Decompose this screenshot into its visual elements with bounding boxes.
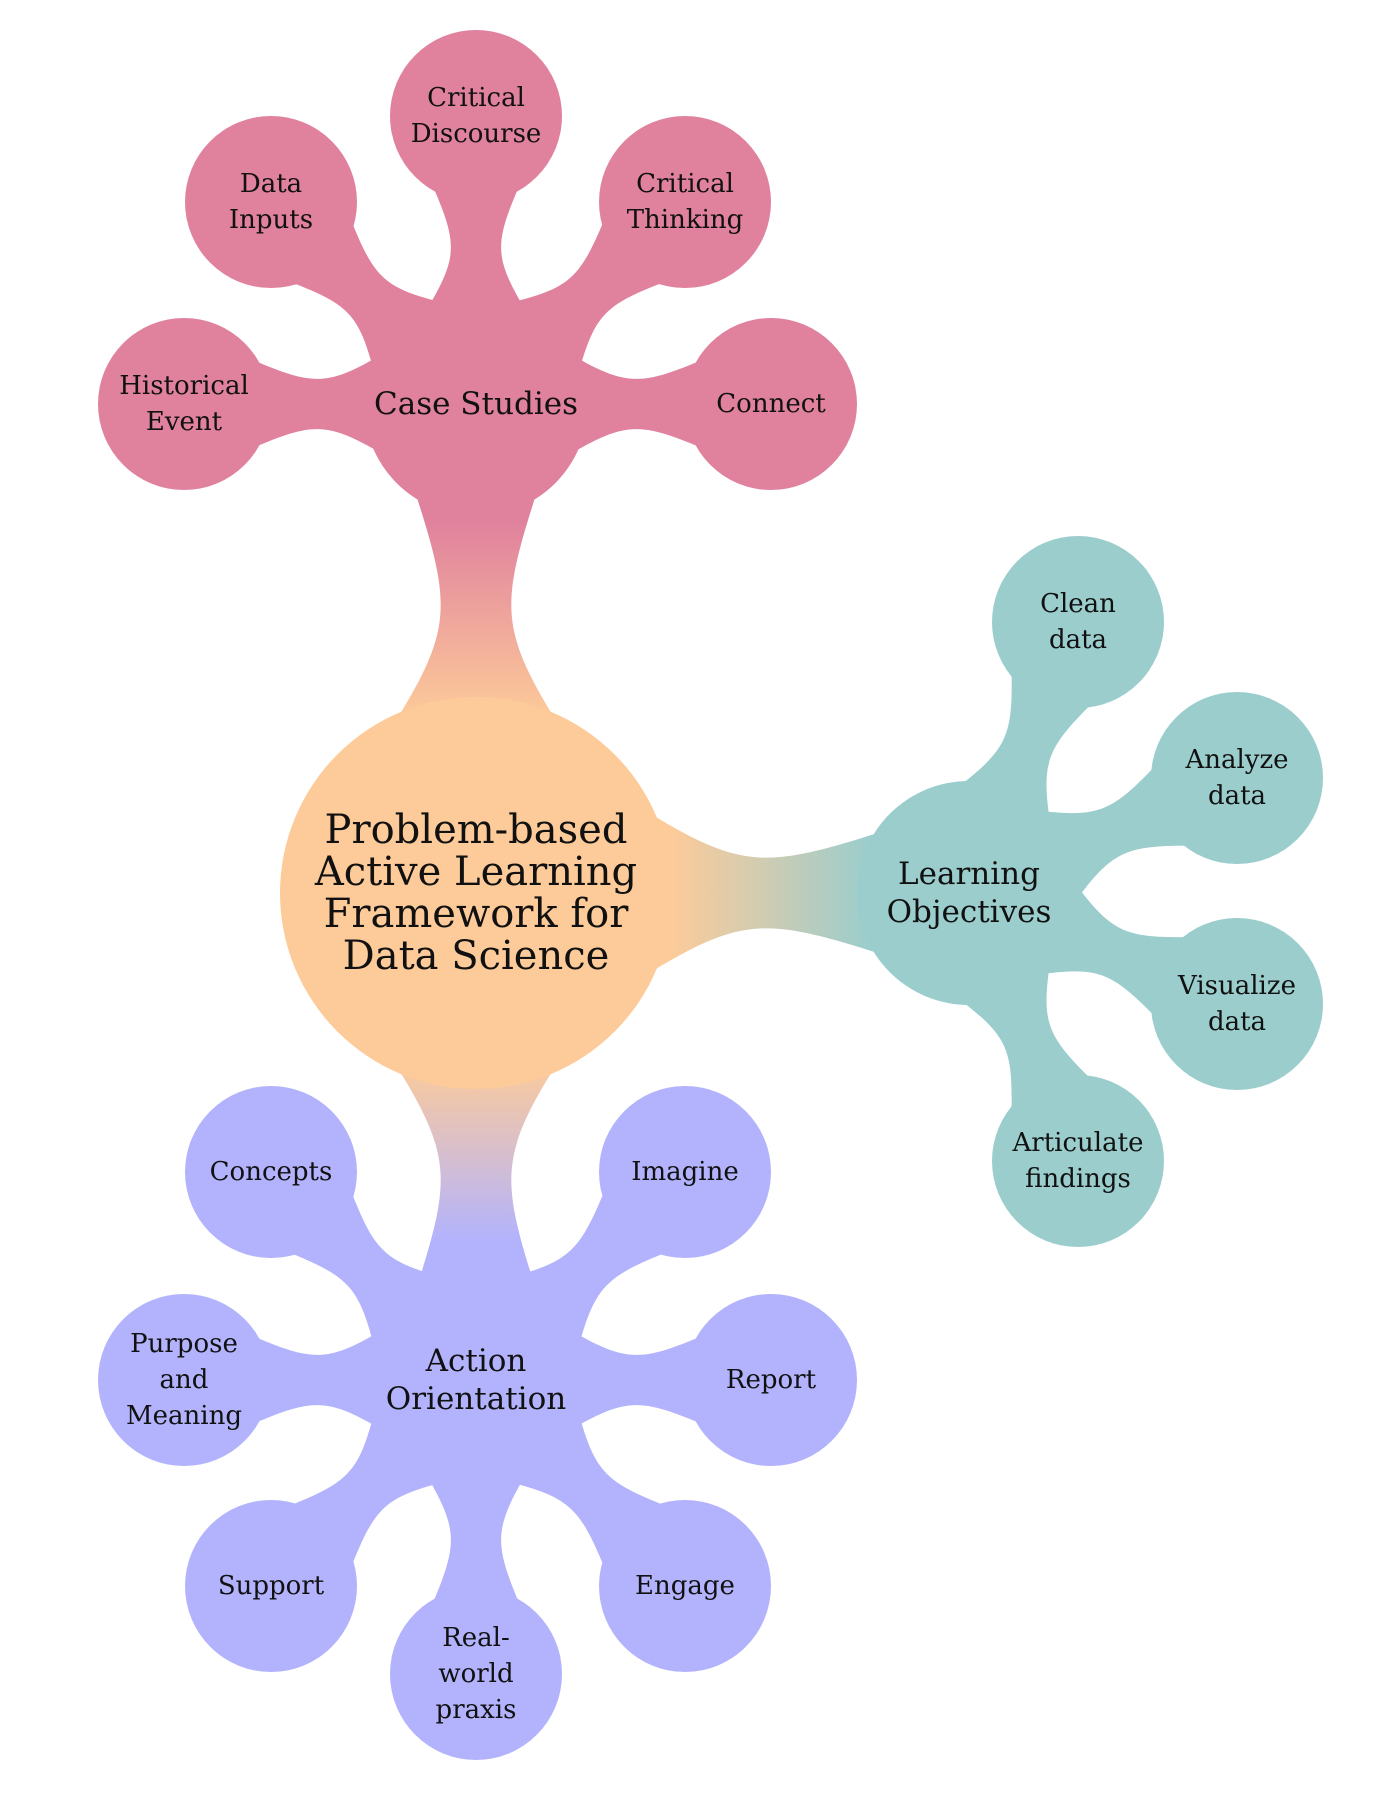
- leaf-node-label: Concepts: [210, 1157, 333, 1187]
- leaf-node-label-line: praxis: [436, 1695, 517, 1725]
- leaf-node-label: Support: [218, 1571, 325, 1601]
- leaf-node: [685, 1294, 857, 1466]
- leaf-node: [185, 116, 357, 288]
- leaf-node-label-line: Report: [726, 1365, 817, 1395]
- connector-leaf: [537, 334, 724, 474]
- connector-center-case-studies: [354, 465, 598, 786]
- center-node-label-line: Active Learning: [314, 849, 637, 895]
- leaf-node-label-line: Critical: [427, 83, 525, 113]
- leaf-node-label: Data Inputs: [229, 169, 313, 235]
- leaf-node: [1151, 692, 1323, 864]
- leaf-node-label-line: Purpose: [130, 1329, 238, 1359]
- leaf-node-label: Visualize data: [1177, 971, 1296, 1037]
- center-node-label: Problem-based Active Learning Framework fo…: [314, 807, 637, 979]
- center-node: [280, 697, 672, 1089]
- leaf-node-label: Critical Thinking: [627, 169, 744, 235]
- branch-node-label-line: Action: [425, 1343, 527, 1379]
- branch-node-case-studies: [364, 292, 588, 516]
- branch-node-label: Case Studies: [374, 386, 578, 422]
- connector-center-learning-objectives: [583, 771, 908, 1015]
- center-node-label-line: Framework for: [324, 891, 630, 937]
- leaf-node-label-line: data: [1208, 1007, 1266, 1037]
- leaf-node-label: Connect: [716, 389, 826, 419]
- leaf-node-label-line: Articulate: [1012, 1128, 1144, 1158]
- connector-leaf: [537, 1310, 724, 1450]
- connector-center-action-orientation: [354, 1000, 598, 1319]
- leaf-node-label: Real-world praxis: [436, 1623, 517, 1725]
- leaf-node-label-line: Thinking: [627, 205, 744, 235]
- leaf-node: [390, 30, 562, 202]
- leaf-node-label: Report: [726, 1365, 817, 1395]
- leaf-node: [390, 1588, 562, 1760]
- leaf-node-label-line: Clean: [1040, 589, 1116, 619]
- leaf-node-label-line: Visualize: [1177, 971, 1296, 1001]
- leaf-node-label-line: Imagine: [631, 1157, 739, 1187]
- leaf-node-label-line: findings: [1025, 1164, 1131, 1194]
- leaf-node-label-line: Engage: [635, 1571, 735, 1601]
- leaf-node-label: Historical Event: [119, 371, 249, 437]
- leaf-node-label-line: data: [1208, 781, 1266, 811]
- leaf-node-label: Imagine: [631, 1157, 739, 1187]
- branch-node-label-line: Case Studies: [374, 386, 578, 422]
- leaf-node: [992, 536, 1164, 708]
- connector-leaf: [231, 334, 415, 474]
- leaf-node: [992, 1075, 1164, 1247]
- leaf-node-label-line: Inputs: [229, 205, 313, 235]
- leaf-node-label-line: Real-: [442, 1623, 510, 1653]
- leaf-node-label: Engage: [635, 1571, 735, 1601]
- leaf-node: [685, 318, 857, 490]
- leaf-node-label-line: Event: [146, 407, 223, 437]
- connector-leaf: [406, 1441, 546, 1627]
- branch-node-label: Learning Objectives: [887, 856, 1052, 930]
- leaf-node-label-line: Meaning: [126, 1401, 242, 1431]
- leaf-node-label: Purpose and Meaning: [126, 1329, 242, 1431]
- center-node-label-line: Problem-based: [325, 807, 628, 853]
- leaf-node-label-line: Support: [218, 1571, 325, 1601]
- leaf-node-label-line: Data: [240, 169, 302, 199]
- leaf-node-label-line: Historical: [119, 371, 249, 401]
- leaf-node: [185, 1086, 357, 1258]
- leaf-node: [599, 1086, 771, 1258]
- leaf-node: [599, 1500, 771, 1672]
- leaf-node: [185, 1500, 357, 1672]
- leaf-node: [599, 116, 771, 288]
- branch-node-label-line: Objectives: [887, 894, 1052, 930]
- leaf-node-label-line: and: [160, 1365, 209, 1395]
- branch-node-label: Action Orientation: [386, 1343, 566, 1417]
- leaf-node-label-line: Discourse: [411, 119, 542, 149]
- branch-node-label-line: Learning: [898, 856, 1040, 892]
- connector-leaf: [231, 1310, 415, 1450]
- leaf-node-label-line: Critical: [636, 169, 734, 199]
- nodes: Problem-based Active Learning Framework fo…: [98, 30, 1323, 1760]
- leaf-node: [98, 318, 270, 490]
- leaf-node-label: Critical Discourse: [411, 83, 542, 149]
- leaf-node: [98, 1294, 270, 1466]
- branch-node-action-orientation: [364, 1268, 588, 1492]
- leaf-node-label: Articulate findings: [1012, 1128, 1144, 1194]
- branch-node-learning-objectives: [857, 781, 1081, 1005]
- leaf-node: [1151, 918, 1323, 1090]
- leaf-node-label: Analyze data: [1184, 745, 1288, 811]
- leaf-node-label-line: Concepts: [210, 1157, 333, 1187]
- leaf-node-label-line: Analyze: [1184, 745, 1288, 775]
- leaf-node-label-line: world: [438, 1659, 513, 1689]
- leaf-node-label: Clean data: [1040, 589, 1116, 655]
- center-node-label-line: Data Science: [343, 933, 610, 979]
- leaf-node-label-line: data: [1049, 625, 1107, 655]
- branch-node-label-line: Orientation: [386, 1381, 566, 1417]
- leaf-node-label-line: Connect: [716, 389, 826, 419]
